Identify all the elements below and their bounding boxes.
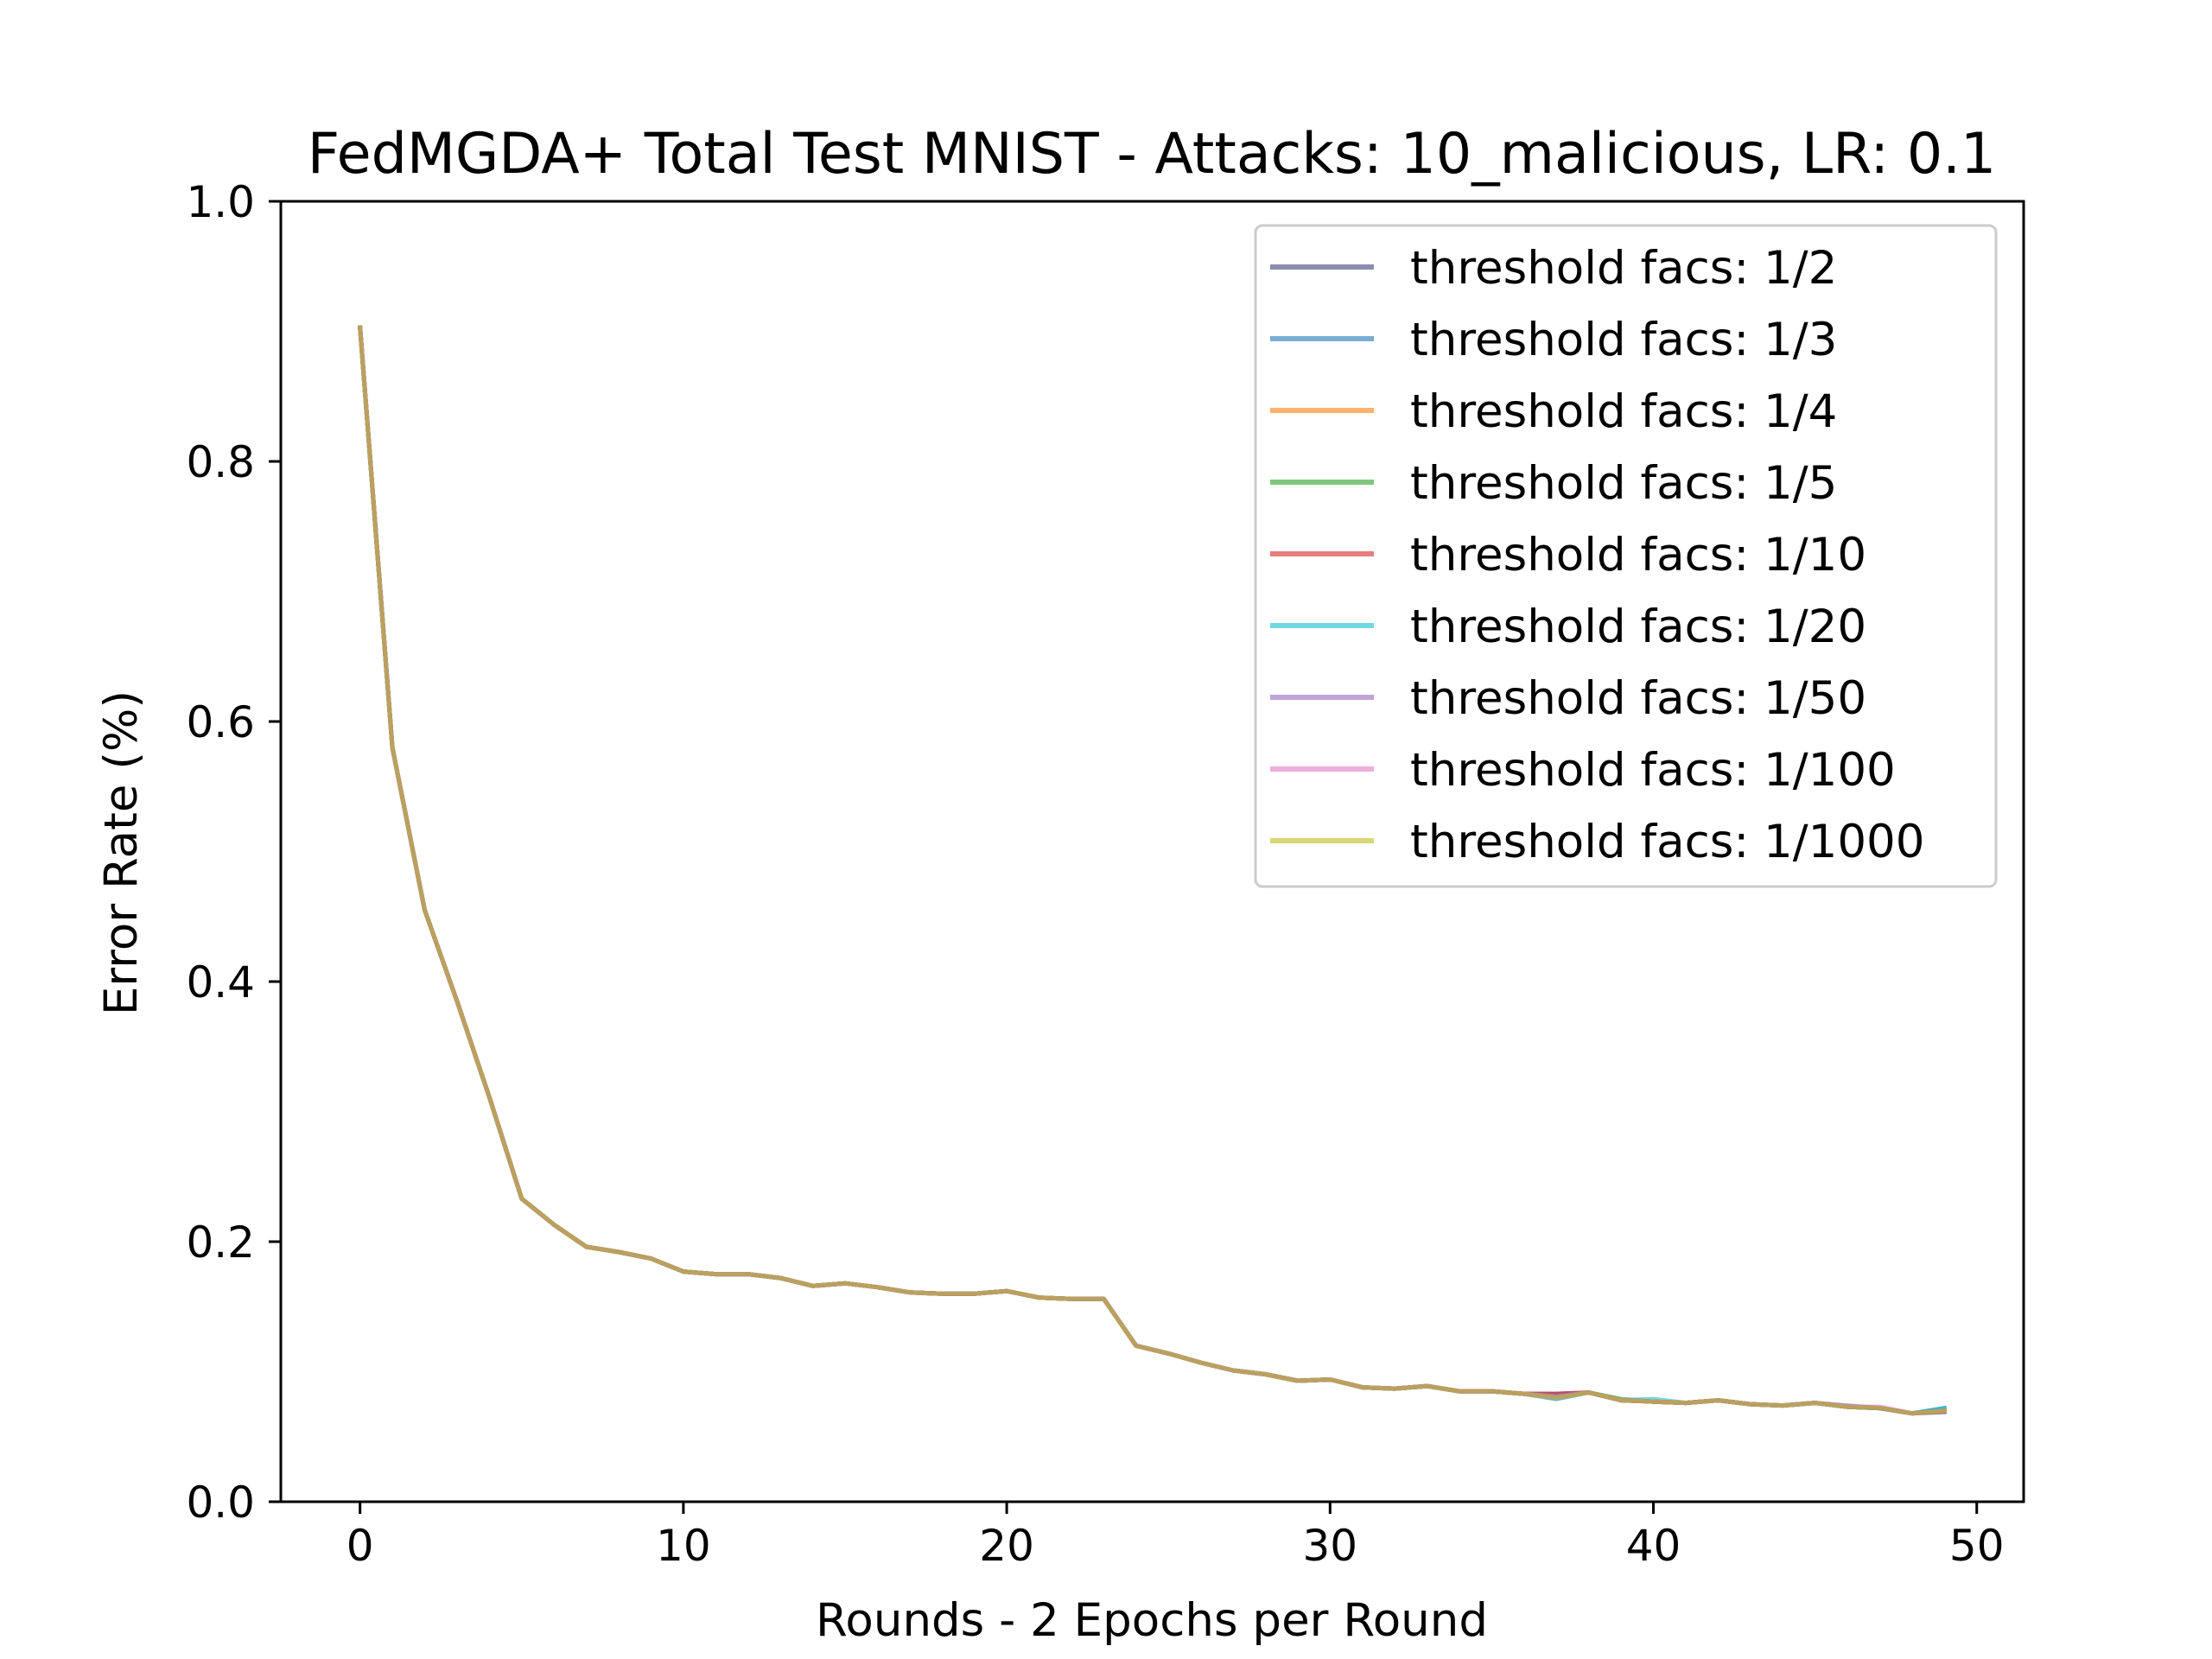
y-axis: 0.0 0.2 0.4 0.6 0.8 1.0: [186, 177, 281, 1528]
y-axis-label: Error Rate (%): [95, 690, 148, 1015]
legend-label: threshold facs: 1/2: [1410, 242, 1837, 295]
plot-frame: [279, 200, 2025, 1503]
y-tick-label: 0.4: [186, 957, 255, 1007]
legend-box: [1254, 224, 1998, 888]
legend-label: threshold facs: 1/50: [1410, 672, 1866, 725]
legend-label: threshold facs: 1/1000: [1410, 816, 1925, 868]
legend: threshold facs: 1/2 threshold facs: 1/3 th…: [1254, 224, 1998, 888]
series-group: [279, 200, 2025, 1503]
x-tick-label: 40: [1626, 1521, 1681, 1571]
legend-label: threshold facs: 1/10: [1410, 529, 1866, 582]
legend-label: threshold facs: 1/3: [1410, 314, 1837, 366]
x-tick-label: 10: [656, 1521, 711, 1571]
x-tick-label: 20: [979, 1521, 1034, 1571]
chart-title: FedMGDA+ Total Test MNIST - Attacks: 10_…: [308, 122, 1996, 187]
x-axis: 0 10 20 30 40 50: [346, 1502, 2005, 1571]
legend-label: threshold facs: 1/4: [1410, 385, 1837, 438]
x-axis-label: Rounds - 2 Epochs per Round: [816, 1594, 1488, 1647]
y-tick-label: 0.8: [186, 437, 255, 487]
legend-label: threshold facs: 1/5: [1410, 457, 1837, 510]
x-tick-label: 0: [346, 1521, 374, 1571]
legend-label: threshold facs: 1/20: [1410, 601, 1866, 653]
legend-label: threshold facs: 1/100: [1410, 744, 1896, 797]
x-tick-label: 30: [1303, 1521, 1358, 1571]
x-tick-label: 50: [1949, 1521, 2005, 1571]
y-tick-label: 0.2: [186, 1217, 255, 1268]
y-tick-label: 0.0: [186, 1478, 255, 1528]
y-tick-label: 0.6: [186, 697, 255, 747]
series-line: [358, 325, 1947, 1416]
y-tick-label: 1.0: [186, 177, 255, 227]
